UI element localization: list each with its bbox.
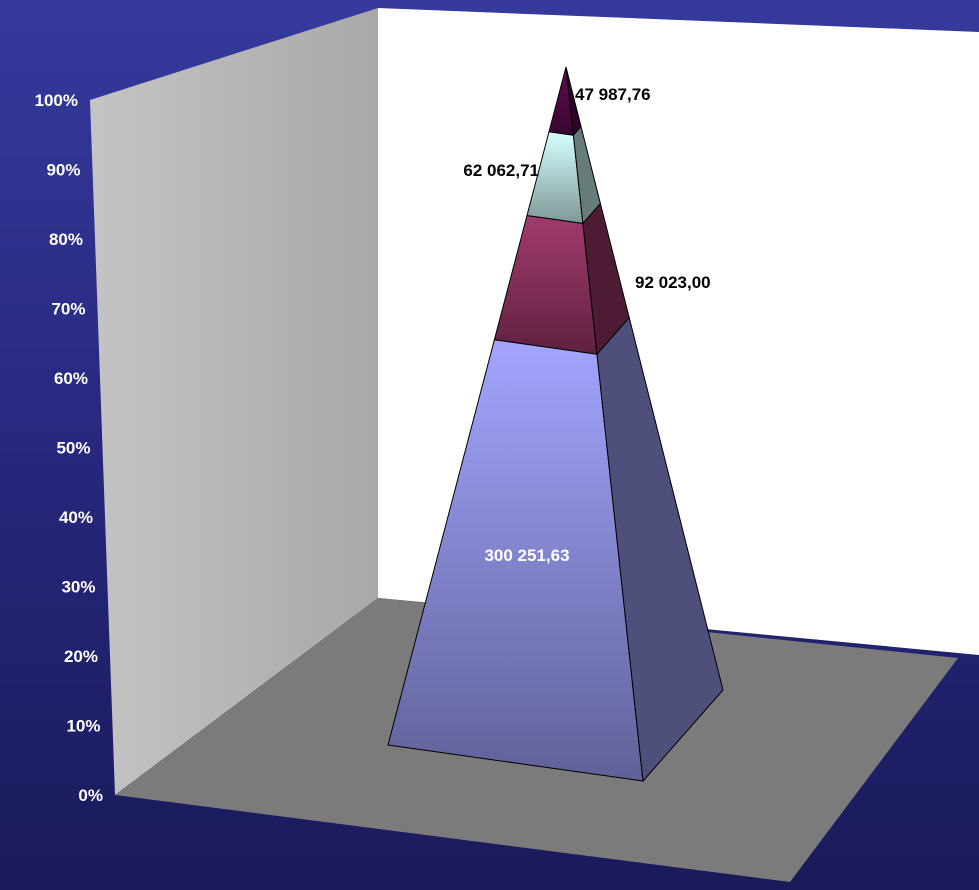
data-label: 62 062,71 — [463, 161, 539, 180]
y-tick-label: 60% — [54, 369, 88, 388]
y-tick-label: 0% — [78, 786, 103, 805]
y-tick-label: 80% — [49, 230, 83, 249]
y-tick-label: 30% — [61, 578, 95, 597]
y-tick-label: 50% — [56, 439, 90, 458]
y-tick-label: 20% — [64, 647, 98, 666]
y-tick-label: 90% — [46, 161, 80, 180]
data-label: 92 023,00 — [635, 273, 711, 292]
y-tick-label: 70% — [51, 300, 85, 319]
pyramid-segment — [548, 66, 582, 137]
y-tick-label: 100% — [35, 91, 78, 110]
y-tick-label: 40% — [59, 508, 93, 527]
side-wall — [90, 8, 378, 795]
pyramid-segment-side-face — [565, 66, 582, 137]
data-label: 300 251,63 — [484, 546, 569, 565]
data-label: 47 987,76 — [575, 85, 651, 104]
y-tick-label: 10% — [66, 717, 100, 736]
pyramid-segment — [387, 316, 724, 783]
